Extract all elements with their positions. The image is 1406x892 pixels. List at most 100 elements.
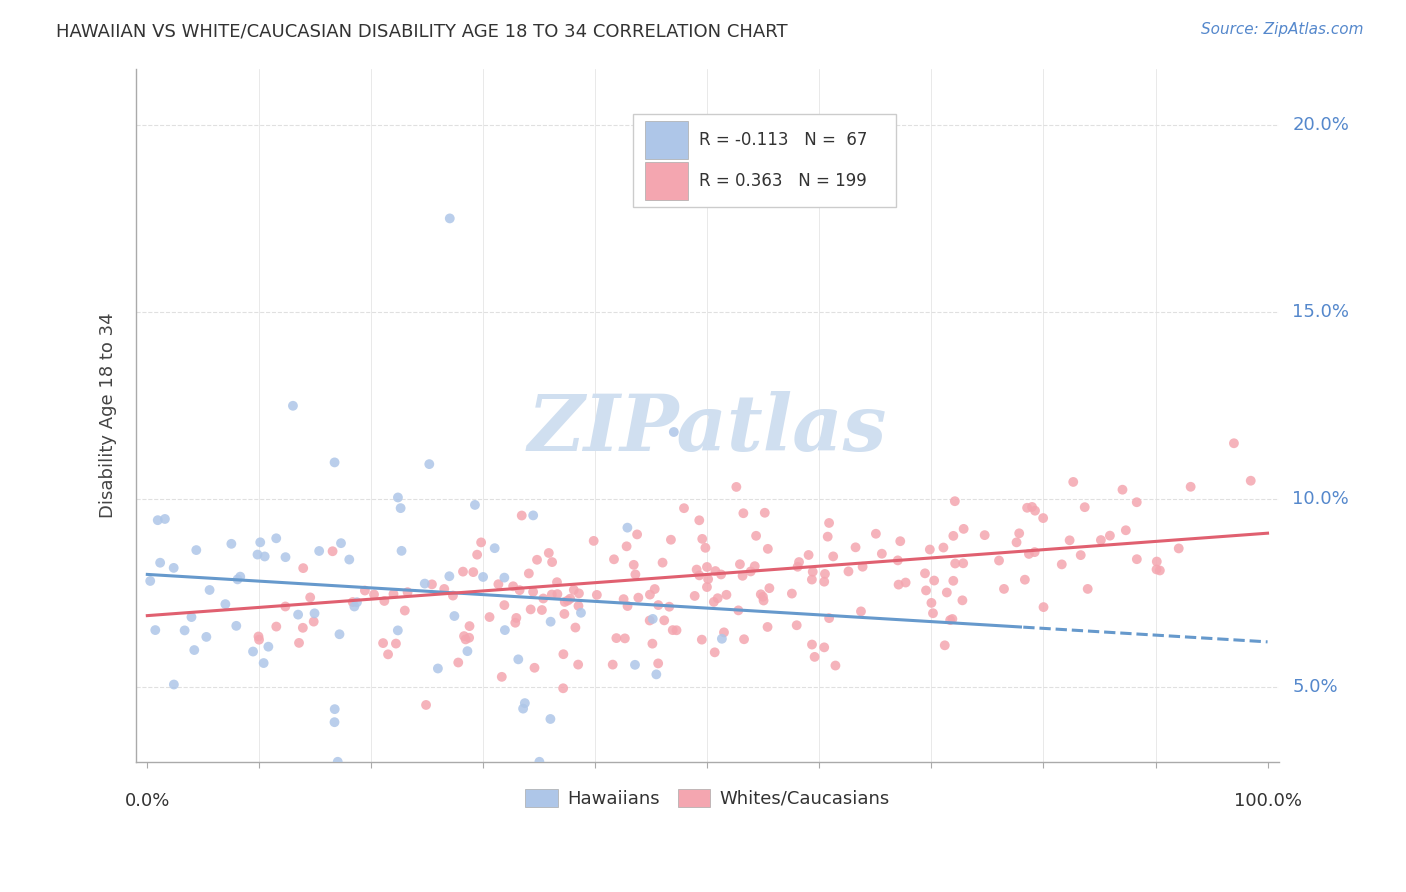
Point (322, 544, 344, 558)
Point (605, 631, 627, 645)
Point (727, 603, 749, 617)
Point (706, 591, 728, 606)
Point (502, 579, 524, 593)
Point (538, 712, 561, 726)
Point (513, 696, 536, 710)
Point (1024, 504, 1046, 518)
Point (988, 553, 1011, 567)
Point (672, 501, 695, 516)
Point (1032, 511, 1054, 525)
Point (531, 591, 554, 606)
Point (451, 565, 474, 579)
Point (845, 541, 868, 555)
Point (266, 619, 288, 633)
Point (696, 580, 718, 594)
Point (744, 559, 766, 574)
Point (382, 587, 405, 601)
Point (494, 623, 516, 637)
Point (247, 632, 270, 647)
Point (623, 558, 645, 572)
Point (458, 631, 481, 645)
Point (1070, 548, 1092, 562)
Text: 20.0%: 20.0% (1292, 116, 1350, 134)
Point (326, 755, 349, 769)
Point (644, 582, 666, 596)
Point (661, 623, 683, 637)
Point (433, 582, 456, 596)
Point (952, 556, 974, 570)
Point (688, 513, 710, 527)
Point (813, 640, 835, 655)
Point (153, 512, 176, 526)
Point (710, 632, 733, 646)
Point (920, 596, 942, 610)
Point (183, 643, 205, 657)
Point (823, 549, 845, 564)
Point (163, 677, 186, 691)
Point (553, 681, 575, 696)
Point (288, 636, 311, 650)
Point (426, 661, 449, 675)
Point (454, 632, 477, 647)
Point (690, 632, 713, 647)
Point (613, 632, 636, 646)
Point (523, 661, 546, 675)
Point (713, 625, 735, 640)
Point (529, 755, 551, 769)
Point (253, 656, 276, 670)
Point (470, 535, 492, 549)
Point (1018, 547, 1040, 561)
Point (800, 573, 823, 587)
Point (1074, 500, 1097, 515)
Point (354, 583, 377, 598)
Point (567, 657, 589, 672)
Point (491, 670, 513, 684)
Point (1223, 436, 1246, 450)
Point (641, 637, 664, 651)
Point (323, 455, 346, 469)
Point (304, 607, 326, 621)
Point (837, 565, 859, 579)
Point (464, 498, 486, 512)
Point (540, 615, 562, 629)
Point (526, 553, 548, 567)
Y-axis label: Disability Age 18 to 34: Disability Age 18 to 34 (100, 312, 117, 518)
Point (149, 556, 172, 570)
Point (627, 591, 650, 605)
Point (441, 589, 464, 603)
Point (824, 658, 846, 673)
Bar (644, 120, 688, 159)
Point (914, 566, 936, 581)
Point (540, 587, 562, 601)
Point (1021, 500, 1043, 514)
Point (519, 602, 541, 616)
Point (163, 561, 186, 575)
Point (752, 590, 775, 604)
Point (257, 640, 280, 654)
Point (291, 621, 314, 635)
Point (814, 566, 837, 581)
Point (139, 574, 162, 588)
Point (690, 532, 713, 546)
Point (603, 552, 626, 566)
Point (517, 566, 540, 581)
Point (553, 647, 575, 661)
Point (494, 571, 516, 585)
Point (942, 574, 965, 588)
Point (249, 535, 271, 549)
Point (683, 589, 706, 603)
Point (586, 588, 609, 602)
Text: R = 0.363   N = 199: R = 0.363 N = 199 (699, 172, 868, 190)
Text: 0.0%: 0.0% (125, 792, 170, 810)
Point (247, 630, 270, 644)
Point (786, 559, 808, 574)
Point (1090, 533, 1112, 547)
Point (870, 547, 893, 561)
Point (887, 577, 910, 591)
Point (685, 563, 707, 577)
Point (733, 506, 755, 520)
Point (818, 516, 841, 530)
Point (922, 574, 945, 588)
Point (887, 553, 910, 567)
Point (343, 599, 366, 614)
